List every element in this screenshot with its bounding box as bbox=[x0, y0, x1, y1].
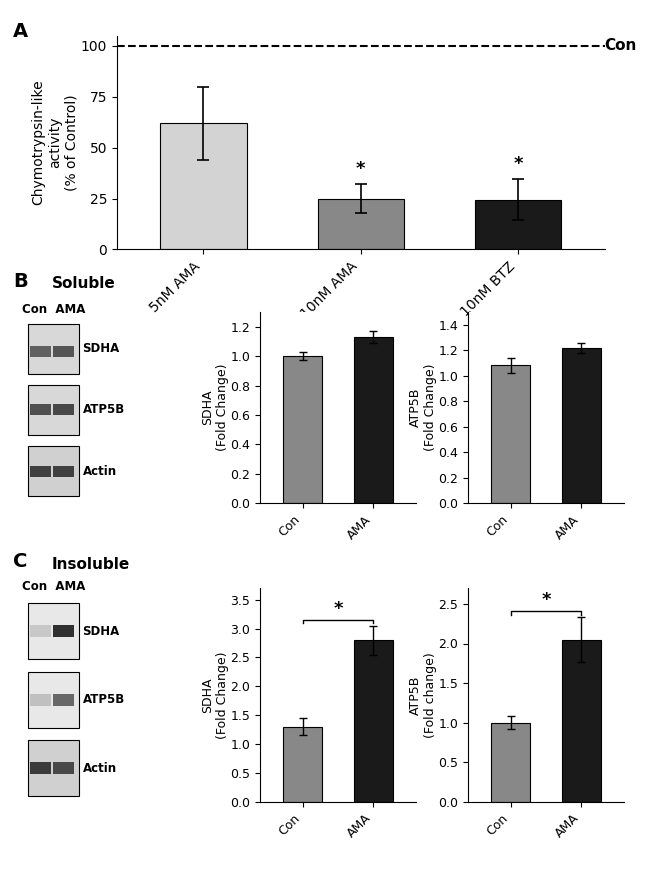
Bar bbox=[31, 625, 51, 637]
Text: *: * bbox=[541, 591, 551, 609]
Bar bbox=[28, 446, 79, 496]
Text: *: * bbox=[356, 160, 365, 178]
Text: SDHA: SDHA bbox=[83, 342, 120, 355]
Bar bbox=[28, 385, 79, 435]
Text: Con  AMA: Con AMA bbox=[21, 580, 85, 593]
Text: *: * bbox=[514, 155, 523, 173]
Bar bbox=[31, 693, 51, 706]
Bar bbox=[31, 762, 51, 774]
Bar bbox=[317, 199, 404, 249]
Text: *: * bbox=[333, 600, 343, 617]
Bar bbox=[53, 346, 73, 356]
Bar bbox=[28, 740, 79, 797]
Bar bbox=[354, 640, 393, 802]
Y-axis label: ATP5B
(Fold Change): ATP5B (Fold Change) bbox=[409, 364, 437, 452]
Bar bbox=[562, 347, 601, 503]
Bar bbox=[354, 337, 393, 503]
Bar bbox=[31, 405, 51, 415]
Bar bbox=[53, 466, 73, 477]
Text: SDHA: SDHA bbox=[83, 625, 120, 638]
Bar bbox=[53, 693, 73, 706]
Bar bbox=[161, 123, 247, 249]
Text: Actin: Actin bbox=[83, 465, 117, 478]
Bar bbox=[53, 405, 73, 415]
Bar bbox=[28, 672, 79, 728]
Text: ATP5B: ATP5B bbox=[83, 693, 125, 707]
Y-axis label: SDHA
(Fold Change): SDHA (Fold Change) bbox=[201, 364, 229, 452]
Bar bbox=[28, 323, 79, 373]
Bar bbox=[31, 346, 51, 356]
Text: Con  AMA: Con AMA bbox=[21, 303, 85, 316]
Text: B: B bbox=[13, 272, 28, 290]
Y-axis label: ATP5B
(Fold change): ATP5B (Fold change) bbox=[409, 652, 437, 738]
Bar bbox=[491, 723, 530, 802]
Text: Actin: Actin bbox=[83, 762, 117, 775]
Bar bbox=[28, 603, 79, 659]
Bar bbox=[53, 625, 73, 637]
Text: C: C bbox=[13, 552, 27, 571]
Bar bbox=[31, 466, 51, 477]
Y-axis label: Chymotrypsin-like
activity
(% of Control): Chymotrypsin-like activity (% of Control… bbox=[32, 80, 78, 205]
Bar bbox=[474, 200, 561, 249]
Text: Insoluble: Insoluble bbox=[52, 557, 130, 572]
Bar bbox=[562, 640, 601, 802]
Text: ATP5B: ATP5B bbox=[83, 404, 125, 416]
Bar bbox=[491, 365, 530, 503]
Bar bbox=[53, 762, 73, 774]
Text: Con: Con bbox=[604, 38, 637, 53]
Text: Soluble: Soluble bbox=[52, 276, 116, 291]
Bar bbox=[283, 727, 322, 802]
Y-axis label: SDHA
(Fold Change): SDHA (Fold Change) bbox=[201, 651, 229, 739]
Text: A: A bbox=[13, 22, 28, 41]
Bar bbox=[283, 356, 322, 503]
